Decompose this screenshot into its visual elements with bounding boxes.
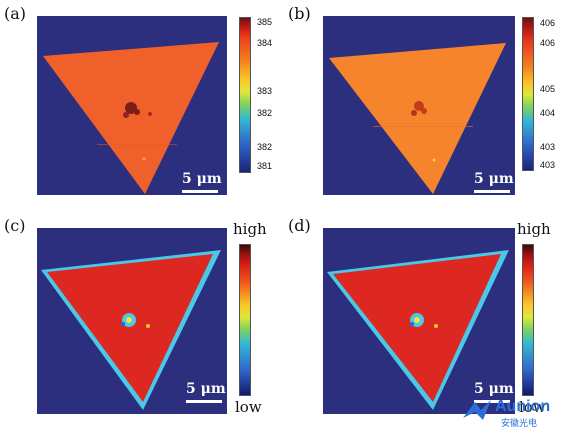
colorbar-d — [522, 244, 534, 396]
scale-label-b: 5 μm — [474, 171, 514, 187]
colorbar-a-tick-1: 385 — [257, 17, 273, 27]
scale-bar-d — [474, 400, 510, 403]
defect-spot-c — [121, 313, 136, 327]
colorbar-b-tick-5: 403 — [540, 142, 556, 152]
colorbar-c-high-label: high — [233, 220, 267, 238]
colorbar-c-low-label: low — [235, 398, 262, 416]
colorbar-b — [522, 17, 534, 171]
colorbar-b-tick-2: 406 — [540, 38, 556, 48]
watermark-sub: 安徽光电 — [501, 419, 538, 429]
raman-map-a — [37, 16, 227, 195]
colorbar-a — [239, 17, 251, 173]
scale-bar-a — [182, 190, 218, 193]
scale-label-a: 5 μm — [182, 171, 222, 187]
colorbar-c — [239, 244, 251, 396]
bird-logo-icon — [463, 400, 491, 420]
flake-triangle-b — [329, 43, 506, 194]
colorbar-a-tick-5: 382 — [257, 142, 273, 152]
colorbar-b-tick-1: 406 — [540, 18, 556, 28]
raman-map-b — [323, 16, 515, 195]
scale-label-d: 5 μm — [474, 381, 514, 397]
watermark-brand: Aunion — [495, 398, 551, 415]
colorbar-d-high-label: high — [517, 220, 551, 238]
panel-label-c: (c) — [4, 216, 26, 235]
raman-map-d — [323, 228, 515, 414]
scale-bar-b — [474, 190, 510, 193]
colorbar-b-tick-4: 404 — [540, 108, 556, 118]
colorbar-b-tick-3: 405 — [540, 84, 556, 94]
panel-label-b: (b) — [288, 4, 311, 23]
colorbar-a-tick-3: 383 — [257, 86, 273, 96]
defect-spot-a — [123, 102, 140, 118]
colorbar-a-tick-2: 384 — [257, 38, 273, 48]
raman-map-c — [37, 228, 227, 414]
colorbar-b-tick-6: 403 — [540, 160, 556, 170]
panel-label-a: (a) — [4, 4, 27, 23]
colorbar-d-low-label: low — [519, 398, 546, 416]
flake-triangle-a — [43, 42, 219, 194]
panel-label-d: (d) — [288, 216, 311, 235]
colorbar-a-tick-4: 382 — [257, 108, 273, 118]
defect-spot-d — [410, 313, 424, 327]
defect-spot-b — [411, 101, 427, 116]
watermark: Aunion 安徽光电 — [461, 394, 561, 430]
scale-label-c: 5 μm — [186, 381, 226, 397]
scale-bar-c — [186, 400, 222, 403]
colorbar-a-tick-6: 381 — [257, 161, 273, 171]
